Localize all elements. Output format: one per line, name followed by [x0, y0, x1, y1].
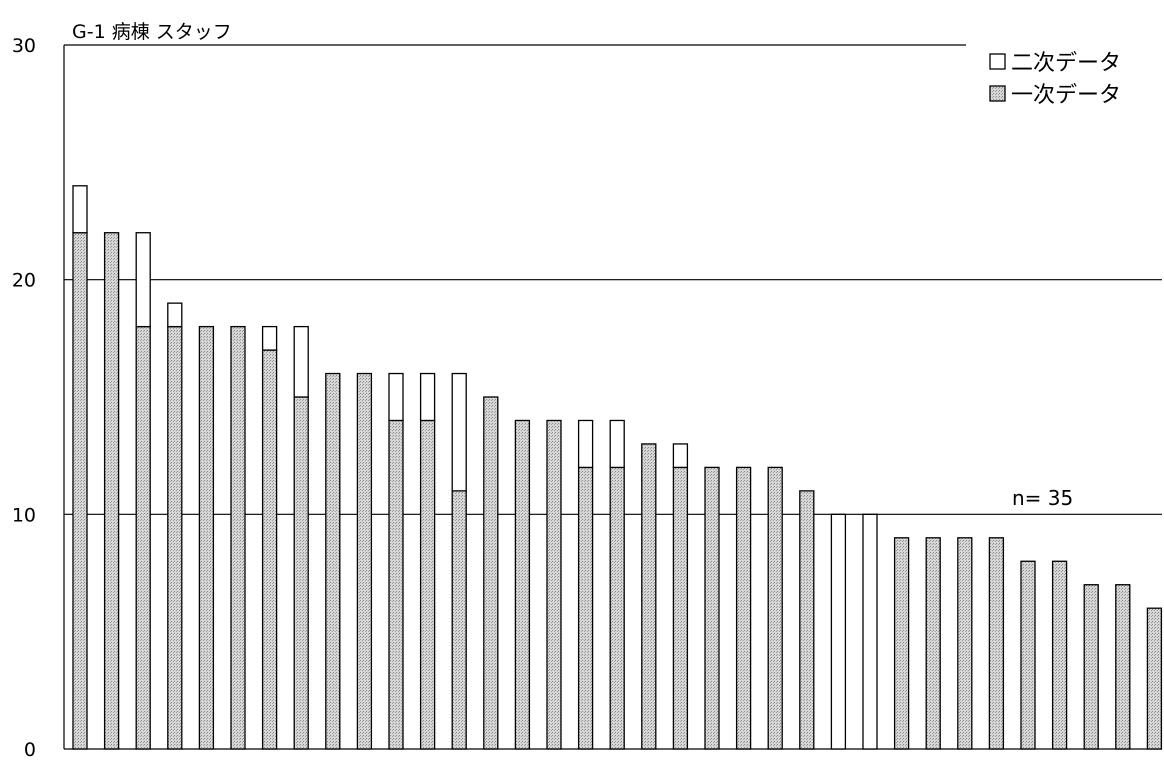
bar-primary-31: [1020, 560, 1036, 750]
bar-primary-24: [799, 490, 815, 750]
legend-label-2: 一次データ: [1011, 83, 1121, 108]
bar-secondary-8: [293, 325, 309, 398]
bar-secondary-13: [451, 372, 467, 492]
bar-secondary-25: [830, 513, 847, 750]
bar-primary-20: [672, 466, 689, 750]
bars: [72, 185, 1163, 750]
bar-secondary-11: [388, 372, 404, 422]
bar-primary-9: [325, 372, 341, 750]
bar-primary-10: [356, 372, 373, 750]
bar-primary-18: [609, 466, 625, 750]
bar-primary-14: [483, 396, 499, 750]
bar-primary-1: [72, 232, 88, 750]
bar-primary-35: [1146, 607, 1163, 750]
bar-secondary-4: [167, 302, 183, 328]
bar-secondary-12: [419, 372, 436, 422]
n-annotation: n= 35: [1012, 486, 1073, 510]
bar-primary-4: [167, 325, 183, 750]
bar-primary-15: [514, 419, 531, 750]
legend-swatch-1: [989, 53, 1006, 70]
bar-primary-17: [577, 466, 594, 750]
bar-primary-22: [735, 466, 752, 750]
bar-primary-5: [198, 325, 215, 750]
bar-primary-32: [1051, 560, 1068, 750]
bar-secondary-18: [609, 419, 625, 469]
bar-primary-7: [261, 349, 278, 750]
bar-primary-29: [957, 537, 973, 750]
legend-swatch-2: [989, 85, 1006, 102]
chart-title: G-1 病棟 スタッフ: [72, 21, 232, 43]
legend-label-1: 二次データ: [1011, 51, 1121, 76]
bar-primary-27: [893, 537, 910, 750]
y-tick-label-20: 20: [12, 270, 36, 292]
bar-secondary-1: [72, 185, 88, 234]
bar-primary-34: [1115, 584, 1131, 750]
y-tick-label-10: 10: [12, 504, 36, 526]
bar-primary-19: [641, 443, 657, 750]
bar-primary-23: [767, 466, 783, 750]
bar-primary-16: [546, 419, 562, 750]
bar-primary-6: [230, 325, 246, 750]
bar-primary-30: [988, 537, 1005, 750]
bar-primary-33: [1083, 584, 1099, 750]
bar-secondary-20: [672, 443, 689, 469]
bar-primary-3: [135, 325, 151, 750]
bar-primary-2: [103, 232, 120, 750]
y-tick-label-0: 0: [24, 739, 36, 761]
y-tick-label-30: 30: [12, 35, 36, 57]
bar-primary-8: [293, 396, 309, 750]
bar-primary-11: [388, 419, 404, 750]
bar-secondary-17: [577, 419, 594, 469]
bar-primary-21: [704, 466, 720, 750]
bar-secondary-7: [261, 325, 278, 351]
bar-primary-12: [419, 419, 436, 750]
y-axis-ticks: 0 10 20 30: [12, 35, 36, 761]
bar-secondary-26: [862, 513, 878, 750]
bar-primary-28: [925, 537, 941, 750]
bar-primary-13: [451, 490, 467, 750]
bar-secondary-3: [135, 232, 151, 328]
